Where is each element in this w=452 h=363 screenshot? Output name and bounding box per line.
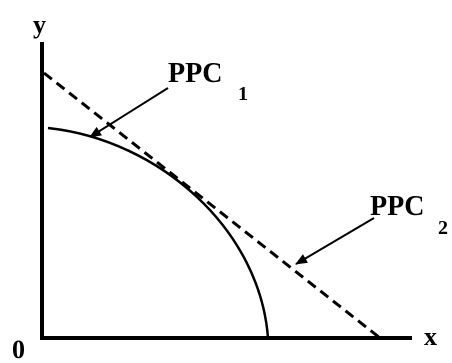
ppc2-arrow (295, 217, 375, 265)
x-axis-label: x (424, 322, 437, 351)
ppc2-subscript: 2 (438, 217, 448, 239)
y-axis-label: y (33, 10, 46, 39)
origin-label: 0 (12, 335, 25, 363)
ppc1-label: PPC (168, 58, 222, 89)
ppc2-label: PPC (370, 191, 424, 222)
ppc1-arrow (89, 87, 169, 138)
ppc2-line (43, 71, 381, 340)
ppc1-subscript: 1 (238, 83, 248, 105)
ppc1-curve (47, 126, 270, 339)
